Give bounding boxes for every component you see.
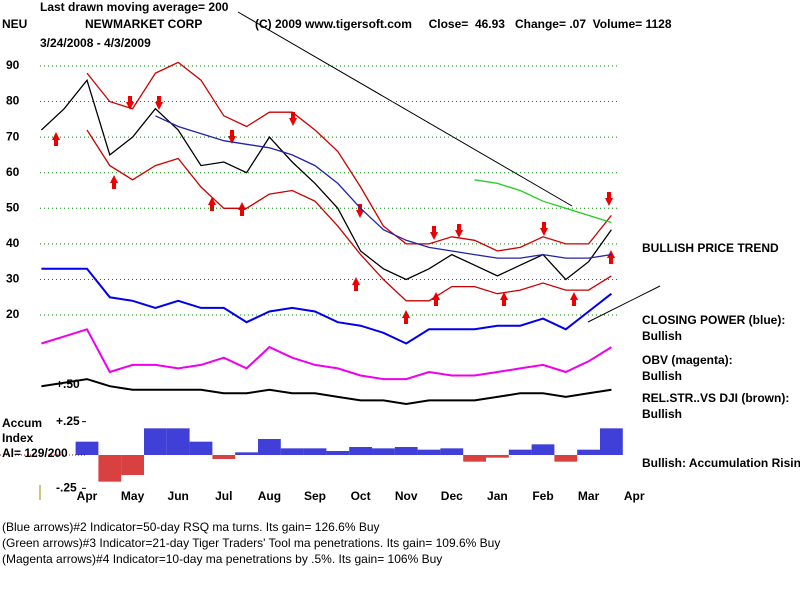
bar: [121, 455, 144, 475]
symbol: NEU: [2, 17, 27, 31]
bar: [189, 441, 213, 455]
y-tick-label: 40: [6, 236, 20, 250]
status-label: OBV (magenta):: [642, 353, 733, 367]
panel-label: AI= 129/200: [2, 446, 68, 460]
bar: [417, 449, 441, 455]
indicator-note: (Green arrows)#3 Indicator=21-day Tiger …: [2, 536, 500, 550]
bar: [600, 428, 623, 455]
status-label: Bullish: [642, 407, 682, 421]
bar: [258, 439, 281, 455]
x-tick-label: Jan: [487, 489, 508, 503]
indicator-note: (Magenta arrows)#4 Indicator=10-day ma p…: [2, 552, 442, 566]
status-label: Bullish: Accumulation Rising: [642, 456, 800, 470]
series-line: [41, 328, 612, 381]
y-tick-label: 30: [6, 272, 20, 286]
y-tick-label: 70: [6, 129, 20, 143]
bar: [212, 455, 236, 459]
y-tick-label: 50: [6, 200, 20, 214]
bar: [280, 448, 304, 455]
trend-line: [587, 285, 661, 323]
indicator-note: (Blue arrows)#2 Indicator=50-day RSQ ma …: [2, 520, 380, 534]
y-tick-label: 60: [6, 165, 20, 179]
x-tick-label: Mar: [578, 489, 600, 503]
status-label: BULLISH PRICE TREND: [642, 241, 779, 255]
panel-label: Accum: [2, 416, 42, 430]
bar: [554, 455, 578, 462]
bar: [531, 444, 555, 455]
series-line: [86, 129, 612, 302]
status-label: CLOSING POWER (blue):: [642, 313, 785, 327]
trend-line: [237, 11, 573, 207]
y-tick-label: 90: [6, 58, 20, 72]
series-line: [155, 115, 612, 259]
x-tick-label: Feb: [532, 489, 553, 503]
bar: [349, 447, 372, 455]
signal-arrows: [52, 96, 615, 324]
bar: [577, 449, 600, 455]
series-line: [41, 267, 613, 345]
series-line: [86, 61, 612, 252]
bar: [372, 448, 395, 455]
bar: [235, 452, 258, 455]
x-tick-label: Apr: [624, 489, 645, 503]
x-tick-label: Apr: [77, 489, 98, 503]
y-tick-label: 20: [6, 307, 20, 321]
status-label: Bullish: [642, 329, 682, 343]
status-label: Bullish: [642, 369, 682, 383]
bar: [463, 455, 486, 462]
x-tick-label: May: [121, 489, 145, 503]
bar: [440, 448, 464, 455]
company: NEWMARKET CORP: [85, 17, 202, 31]
bar: [144, 428, 167, 455]
quote-info: (C) 2009 www.tigersoft.com Close= 46.93 …: [255, 17, 672, 31]
x-tick-label: Nov: [395, 489, 418, 503]
x-tick-label: Aug: [258, 489, 281, 503]
header-note: Last drawn moving average= 200: [40, 0, 229, 14]
bar: [394, 447, 418, 455]
panel-label: Index: [2, 431, 34, 445]
y-tick-label: +.25: [56, 414, 80, 428]
bar: [166, 428, 190, 455]
bar: [75, 441, 99, 455]
bar: [508, 449, 532, 455]
bar: [326, 451, 350, 455]
series-line: [474, 179, 612, 224]
y-tick-label: 80: [6, 94, 20, 108]
x-tick-label: Oct: [351, 489, 371, 503]
x-tick-label: Sep: [304, 489, 326, 503]
bar: [98, 455, 122, 482]
bar: [486, 455, 509, 458]
series-line: [40, 78, 612, 281]
x-tick-label: Jul: [215, 489, 232, 503]
x-tick-label: Dec: [441, 489, 463, 503]
x-tick-label: Jun: [168, 489, 189, 503]
series-line: [41, 378, 612, 406]
date-range: 3/24/2008 - 4/3/2009: [40, 36, 151, 50]
status-label: REL.STR..VS DJI (brown):: [642, 391, 789, 405]
bar: [303, 448, 327, 455]
y-tick-label: -.25: [56, 481, 77, 495]
